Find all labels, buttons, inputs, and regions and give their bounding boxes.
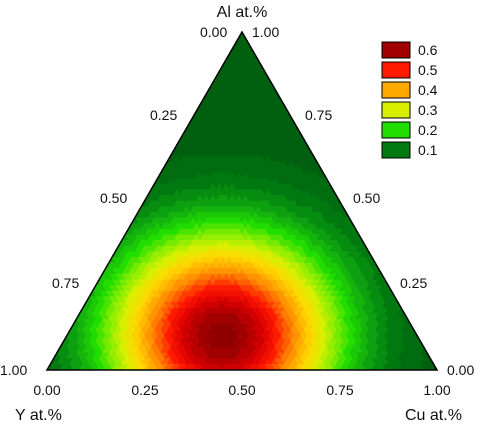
legend-label: 0.3 bbox=[418, 102, 438, 118]
left-tick-025: 0.25 bbox=[150, 107, 177, 123]
bottom-tick-000: 0.00 bbox=[33, 382, 60, 398]
bottom-tick-025: 0.25 bbox=[131, 382, 158, 398]
legend-swatch bbox=[381, 141, 411, 159]
legend: 0.6 0.5 0.4 0.3 0.2 0.1 bbox=[381, 41, 438, 159]
axis-title-cu: Cu at.% bbox=[405, 407, 462, 424]
right-tick-025: 0.25 bbox=[400, 275, 427, 291]
bottom-tick-075: 0.75 bbox=[326, 382, 353, 398]
left-tick-100: 1.00 bbox=[0, 362, 27, 378]
bottom-tick-050: 0.50 bbox=[228, 382, 255, 398]
legend-label: 0.1 bbox=[418, 142, 438, 158]
al-apex-tick-left: 0.00 bbox=[200, 24, 227, 40]
contour-fill bbox=[47, 32, 437, 370]
triangle-outline bbox=[45, 30, 439, 371]
axis-title-y: Y at.% bbox=[15, 407, 62, 424]
right-tick-075: 0.75 bbox=[305, 107, 332, 123]
al-apex-tick-right: 1.00 bbox=[252, 24, 279, 40]
legend-swatch bbox=[381, 81, 411, 99]
bottom-tick-100: 1.00 bbox=[423, 382, 450, 398]
right-tick-000: 0.00 bbox=[447, 362, 474, 378]
left-tick-075: 0.75 bbox=[52, 275, 79, 291]
legend-swatch bbox=[381, 41, 411, 59]
axis-title-al: Al at.% bbox=[217, 4, 268, 21]
legend-label: 0.5 bbox=[418, 62, 438, 78]
right-tick-050: 0.50 bbox=[353, 190, 380, 206]
legend-label: 0.2 bbox=[418, 122, 438, 138]
legend-label: 0.4 bbox=[418, 82, 438, 98]
legend-swatch bbox=[381, 61, 411, 79]
legend-swatch bbox=[381, 121, 411, 139]
legend-swatch bbox=[381, 101, 411, 119]
left-tick-050: 0.50 bbox=[100, 190, 127, 206]
legend-label: 0.6 bbox=[418, 42, 438, 58]
